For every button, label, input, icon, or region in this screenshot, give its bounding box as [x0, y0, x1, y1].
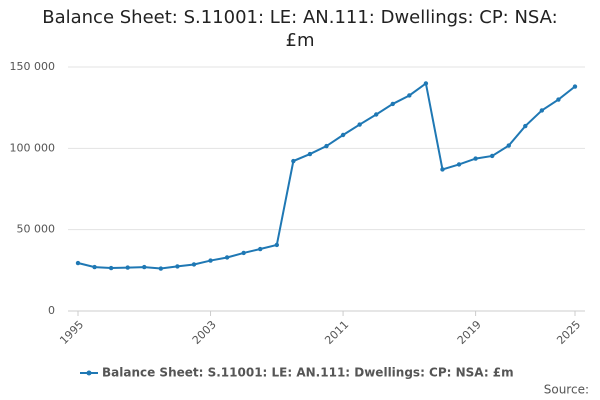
y-tick-label: 50 000: [17, 223, 56, 236]
point: [108, 265, 114, 271]
point: [539, 108, 545, 113]
point: [291, 158, 296, 164]
point: [324, 143, 329, 149]
chart-title: Balance Sheet: S.11001: LE: AN.111: Dwel…: [42, 7, 558, 51]
point: [142, 264, 147, 270]
y-tick-label: 150 000: [10, 60, 56, 73]
point: [572, 84, 578, 89]
point: [125, 265, 130, 270]
point: [440, 167, 445, 172]
point: [523, 123, 528, 129]
point: [208, 258, 213, 263]
x-tick-label: 2025: [554, 318, 583, 347]
point: [75, 260, 81, 266]
point: [473, 156, 478, 161]
point: [506, 143, 511, 148]
y-tick-label: 100 000: [10, 141, 56, 154]
point: [191, 262, 197, 267]
point: [158, 266, 164, 271]
point: [340, 132, 346, 138]
point: [407, 93, 412, 98]
source: Source:: [544, 383, 589, 397]
legend-label: Balance Sheet: S.11001: LE: AN.111: Dwel…: [102, 366, 514, 380]
x-tick-label: 1995: [57, 318, 86, 347]
x-tick-label: 2003: [190, 318, 219, 347]
point: [175, 264, 180, 269]
point: [92, 264, 97, 270]
legend-marker: [86, 370, 92, 376]
x-tick-label: 2019: [455, 318, 484, 347]
point: [489, 153, 495, 159]
point: [456, 162, 462, 167]
line: [77, 81, 576, 270]
point: [390, 101, 395, 107]
point: [274, 242, 279, 248]
point: [357, 122, 362, 127]
point: [258, 246, 263, 252]
point: [241, 250, 246, 256]
point: [556, 97, 561, 102]
point: [423, 81, 429, 86]
y-tick-label: 0: [48, 304, 55, 317]
point: [307, 151, 313, 157]
x-tick-label: 2011: [322, 318, 351, 347]
point: [374, 112, 379, 117]
point: [224, 255, 230, 260]
